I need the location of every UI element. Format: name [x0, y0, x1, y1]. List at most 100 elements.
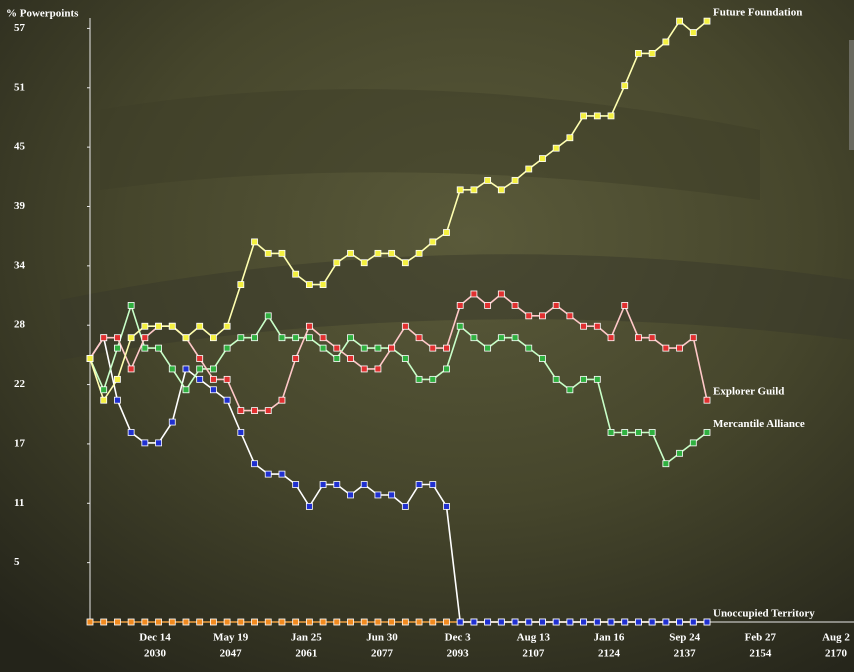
y-tick-label: 45 — [14, 141, 26, 153]
data-point — [388, 344, 396, 352]
x-tick-label: 2170 — [825, 648, 848, 660]
data-point — [292, 355, 300, 362]
data-point — [155, 344, 162, 352]
data-point — [141, 344, 149, 352]
data-point — [511, 618, 519, 626]
data-point — [374, 491, 382, 499]
data-point — [511, 302, 519, 309]
x-tick-label: 2124 — [598, 648, 621, 660]
data-point — [223, 396, 231, 404]
data-point — [209, 386, 217, 394]
y-tick-label: 11 — [14, 497, 24, 509]
data-point — [223, 375, 231, 383]
data-point — [401, 503, 409, 510]
data-point — [347, 618, 354, 626]
data-point — [374, 344, 382, 352]
data-point — [703, 396, 711, 404]
data-point — [552, 618, 560, 626]
y-tick-label: 17 — [14, 437, 26, 449]
data-point — [168, 418, 176, 426]
data-point — [196, 355, 204, 362]
data-point — [607, 429, 615, 436]
chart-title: % Powerpoints — [6, 8, 79, 20]
data-point — [607, 334, 615, 342]
x-tick-label: May 19 — [213, 632, 249, 644]
data-point — [689, 439, 697, 447]
data-point — [333, 481, 341, 488]
data-point — [525, 618, 533, 626]
series-label: Explorer Guild — [713, 386, 784, 398]
x-tick-label: 2030 — [144, 648, 167, 660]
data-point — [566, 386, 574, 394]
data-point — [251, 238, 258, 246]
data-point — [470, 290, 478, 298]
data-point — [114, 618, 121, 626]
data-point — [251, 460, 258, 468]
data-point — [292, 481, 300, 488]
data-point — [593, 322, 601, 330]
data-point — [525, 165, 533, 173]
data-point — [237, 407, 245, 415]
data-point — [319, 344, 327, 352]
data-point — [497, 290, 505, 298]
data-point — [621, 429, 629, 436]
data-point — [141, 618, 149, 626]
series-line — [89, 19, 708, 403]
data-point — [251, 407, 258, 415]
data-point — [292, 270, 300, 278]
data-point — [360, 344, 368, 352]
data-point — [566, 618, 574, 626]
data-point — [209, 618, 217, 626]
data-point — [470, 334, 478, 342]
data-point — [182, 386, 190, 394]
data-point — [374, 249, 382, 257]
data-point — [237, 281, 245, 288]
data-point — [319, 334, 327, 342]
data-point — [251, 618, 258, 626]
data-point — [196, 618, 204, 626]
data-point — [264, 618, 272, 626]
data-point — [388, 491, 396, 499]
data-point — [689, 334, 697, 342]
data-point — [360, 259, 368, 267]
data-point — [415, 334, 423, 342]
data-point — [305, 618, 313, 626]
series-line — [89, 335, 707, 623]
data-point — [305, 503, 313, 510]
data-point — [196, 375, 204, 383]
data-point — [621, 618, 629, 626]
data-point — [196, 322, 204, 330]
series-label: Mercantile Alliance — [713, 418, 805, 430]
data-point — [319, 281, 327, 288]
data-point — [635, 50, 642, 57]
data-point — [443, 618, 450, 626]
data-point — [264, 407, 272, 415]
data-point — [539, 155, 546, 162]
y-tick-label: 39 — [14, 200, 26, 212]
data-point — [429, 618, 437, 626]
data-point — [648, 334, 656, 342]
data-point — [401, 618, 409, 626]
data-point — [593, 375, 601, 383]
data-point — [662, 344, 670, 352]
data-point — [223, 322, 231, 330]
y-tick-label: 57 — [14, 22, 26, 34]
data-point — [415, 375, 423, 383]
data-point — [388, 249, 396, 257]
data-point — [182, 365, 190, 373]
data-point — [443, 365, 450, 373]
data-point — [360, 365, 368, 373]
data-point — [456, 322, 464, 330]
data-point — [86, 618, 94, 626]
data-point — [168, 322, 176, 330]
data-point — [278, 334, 286, 342]
data-point — [443, 229, 450, 236]
data-point — [580, 322, 587, 330]
data-point — [648, 429, 656, 436]
data-point — [127, 302, 135, 309]
y-tick-label: 28 — [14, 319, 26, 331]
data-point — [539, 618, 546, 626]
x-tick-label: Aug 13 — [517, 632, 551, 644]
data-point — [292, 334, 300, 342]
data-point — [278, 396, 286, 404]
